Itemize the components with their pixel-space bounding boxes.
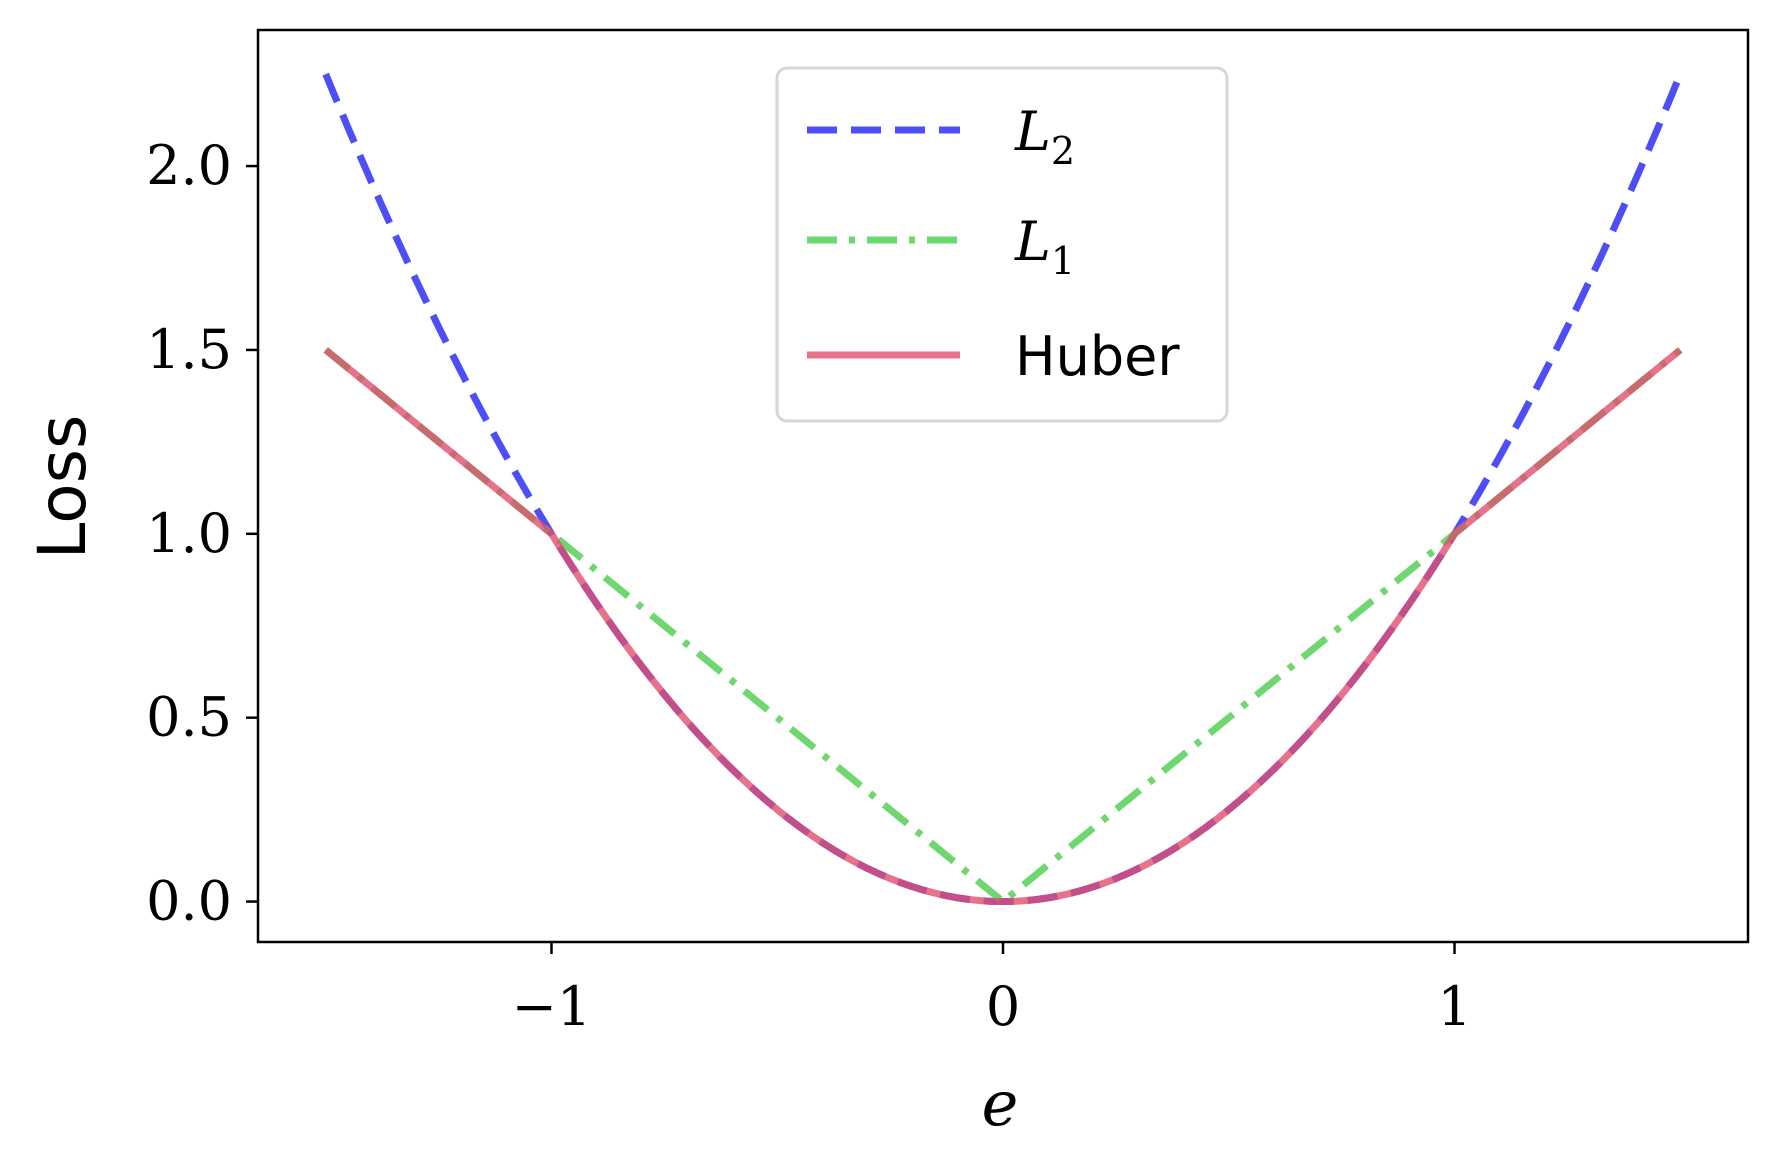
x-tick-label: −1 [512, 975, 592, 1038]
y-tick-label: 1.0 [146, 502, 232, 565]
y-tick-label: 2.0 [146, 134, 232, 197]
ticks-layer: −1 0 1 0.0 0.5 1.0 1.5 2.0 [146, 134, 1472, 1038]
series-line-huber [323, 347, 1683, 906]
series-line-l1 [323, 347, 1683, 906]
x-tick-label: 1 [1437, 975, 1471, 1038]
legend-box [775, 66, 1229, 423]
legend-label-huber: Huber [1015, 325, 1180, 388]
x-tick-label: 0 [986, 975, 1020, 1038]
y-tick-label: 0.5 [146, 686, 232, 749]
y-axis-label: Loss [24, 415, 101, 560]
y-tick-label: 0.0 [146, 870, 232, 933]
x-axis-label: e [982, 1067, 1019, 1140]
series-layer [322, 72, 1684, 906]
y-tick-label: 1.5 [146, 318, 232, 381]
